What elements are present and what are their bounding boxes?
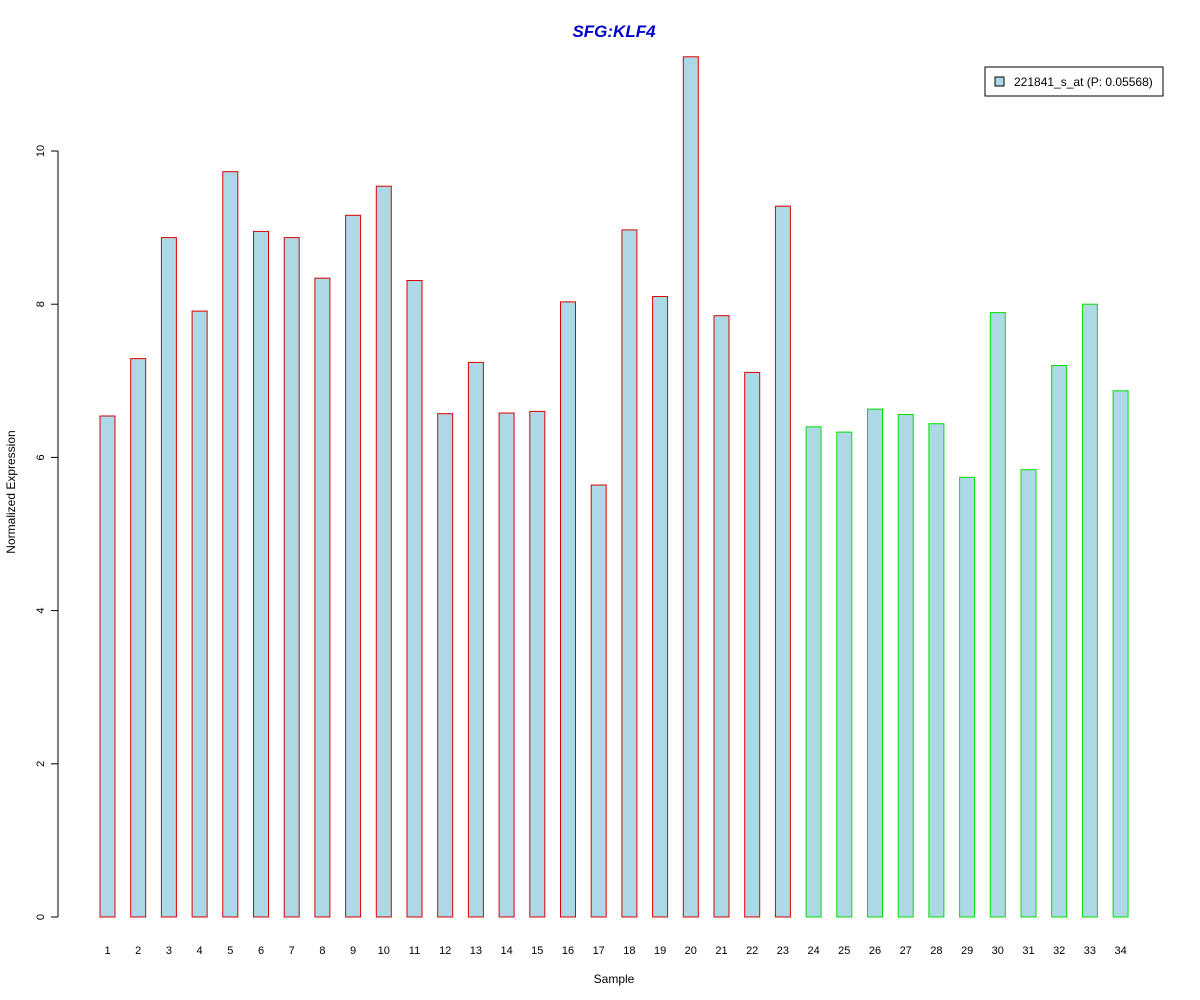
bar-sample-7 xyxy=(283,237,300,918)
y-tick-label: 4 xyxy=(35,608,47,614)
bar-sample-33 xyxy=(1081,303,1098,918)
y-tick-label: 10 xyxy=(35,145,47,157)
bar-sample-3 xyxy=(160,237,177,918)
bar-sample-8 xyxy=(314,277,331,918)
bar-sample-21 xyxy=(713,315,730,918)
bar-sample-18 xyxy=(621,229,638,918)
y-tick-label: 0 xyxy=(35,914,47,920)
x-tick-label: 22 xyxy=(746,945,758,957)
x-tick-label: 27 xyxy=(900,945,912,957)
x-tick-label: 7 xyxy=(289,945,295,957)
bar-sample-16 xyxy=(560,301,576,918)
bar-sample-12 xyxy=(437,413,454,918)
x-tick-label: 12 xyxy=(439,945,451,957)
x-tick-label: 6 xyxy=(258,945,264,957)
bar-sample-22 xyxy=(744,371,761,918)
y-tick-label: 2 xyxy=(35,761,47,767)
y-tick-label: 6 xyxy=(35,454,47,460)
x-tick-label: 1 xyxy=(104,945,110,957)
x-tick-label: 25 xyxy=(838,945,850,957)
bar-sample-5 xyxy=(222,171,239,918)
bar-sample-20 xyxy=(682,56,699,918)
x-tick-label: 29 xyxy=(961,945,973,957)
bar-sample-17 xyxy=(590,484,607,918)
x-tick-label: 32 xyxy=(1053,945,1065,957)
x-tick-label: 21 xyxy=(715,945,727,957)
x-tick-label: 17 xyxy=(593,945,605,957)
bar-sample-6 xyxy=(253,230,269,918)
bar-sample-14 xyxy=(498,412,515,918)
y-axis: 0 2 4 6 8 10 xyxy=(35,145,59,920)
bar-sample-10 xyxy=(375,185,392,918)
chart-title: SFG:KLF4 xyxy=(572,22,656,41)
bar-sample-30 xyxy=(989,312,1006,918)
x-tick-label: 14 xyxy=(500,945,512,957)
x-tick-label: 4 xyxy=(197,945,203,957)
x-tick-label: 34 xyxy=(1114,945,1126,957)
bar-sample-31 xyxy=(1020,469,1037,918)
x-tick-label: 20 xyxy=(685,945,697,957)
bar-sample-13 xyxy=(467,361,484,918)
bar-sample-19 xyxy=(652,296,669,918)
bar-sample-27 xyxy=(897,414,914,918)
x-tick-label: 23 xyxy=(777,945,789,957)
x-tick-label: 8 xyxy=(319,945,325,957)
bar-sample-29 xyxy=(959,476,976,918)
x-tick-label: 26 xyxy=(869,945,881,957)
bar-sample-11 xyxy=(406,280,423,918)
x-tick-labels: 1 2 3 4 5 6 7 8 9 10 11 12 13 14 15 16 17 18 19 20 21 22 23 24 2… xyxy=(104,945,1126,957)
bar-sample-9 xyxy=(345,214,362,918)
x-tick-label: 18 xyxy=(623,945,635,957)
x-tick-label: 10 xyxy=(378,945,390,957)
x-tick-label: 31 xyxy=(1022,945,1034,957)
bar-sample-28 xyxy=(928,423,945,918)
bar-sample-26 xyxy=(867,408,883,918)
bar-sample-1 xyxy=(99,415,116,918)
x-tick-label: 2 xyxy=(135,945,141,957)
x-tick-label: 24 xyxy=(807,945,819,957)
x-tick-label: 13 xyxy=(470,945,482,957)
x-axis-label: Sample xyxy=(594,972,635,986)
bar-sample-25 xyxy=(836,431,853,918)
legend-box xyxy=(984,66,1164,97)
legend: 221841_s_at (P: 0.05568) xyxy=(984,66,1164,97)
y-axis-label: Normalized Expression xyxy=(4,430,18,553)
bar-sample-24 xyxy=(805,426,822,918)
x-tick-label: 16 xyxy=(562,945,574,957)
x-tick-label: 28 xyxy=(930,945,942,957)
bar-sample-2 xyxy=(130,358,147,918)
x-tick-label: 15 xyxy=(531,945,543,957)
x-tick-label: 5 xyxy=(227,945,233,957)
x-tick-label: 3 xyxy=(166,945,172,957)
bar-sample-34 xyxy=(1112,390,1129,918)
bar-sample-32 xyxy=(1051,365,1068,918)
y-tick-label: 8 xyxy=(35,301,47,307)
x-tick-label: 19 xyxy=(654,945,666,957)
bar-sample-4 xyxy=(191,310,208,918)
bar-series xyxy=(99,56,1129,918)
x-tick-label: 9 xyxy=(350,945,356,957)
bar-sample-15 xyxy=(529,410,546,918)
x-tick-label: 30 xyxy=(992,945,1004,957)
legend-label: 221841_s_at (P: 0.05568) xyxy=(1014,75,1153,89)
x-tick-label: 33 xyxy=(1084,945,1096,957)
bar-sample-23 xyxy=(774,205,791,918)
legend-swatch xyxy=(994,76,1005,87)
x-tick-label: 11 xyxy=(409,945,420,957)
